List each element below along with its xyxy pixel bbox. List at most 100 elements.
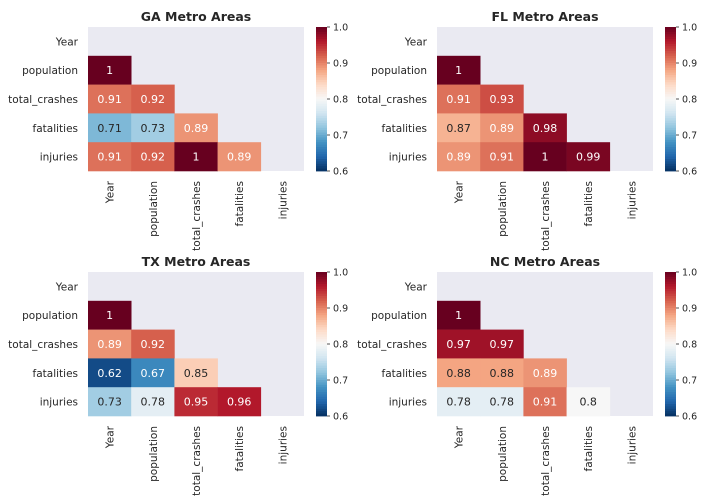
heatmap-cell <box>437 142 481 172</box>
colorbar-segment <box>665 89 676 93</box>
cell-value-label: 0.67 <box>141 367 166 380</box>
colorbar-segment <box>665 77 676 81</box>
colorbar-tick-label: 0.7 <box>682 376 697 387</box>
colorbar-segment <box>316 348 327 352</box>
heatmap-cell <box>480 113 524 143</box>
colorbar-segment <box>316 286 327 290</box>
cell-value-label: 1 <box>455 309 462 322</box>
colorbar-segment <box>665 147 676 150</box>
colorbar-segment <box>665 101 676 105</box>
y-tick-label: population <box>22 310 78 322</box>
colorbar-segment <box>665 344 676 347</box>
colorbar-segment <box>316 272 327 275</box>
colorbar-segment <box>665 404 676 407</box>
cell-value-label: 0.62 <box>97 367 122 380</box>
heatmap-cell <box>480 387 524 417</box>
colorbar-segment <box>665 320 676 323</box>
colorbar-segment <box>316 127 327 131</box>
colorbar-segment <box>316 341 327 345</box>
colorbar-segment <box>316 356 327 359</box>
cell-value-label: 0.78 <box>446 396 471 409</box>
colorbar-segment <box>665 303 676 306</box>
colorbar-segment <box>316 346 327 350</box>
colorbar-segment <box>316 303 327 306</box>
y-tick-label: total_crashes <box>357 339 427 351</box>
cell-value-label: 0.97 <box>490 338 515 351</box>
heatmap-cell <box>174 113 218 143</box>
colorbar-tick-label: 0.8 <box>333 95 348 106</box>
colorbar-segment <box>665 43 676 47</box>
colorbar-segment <box>316 358 327 362</box>
colorbar-segment <box>665 135 676 138</box>
heatmap-cell <box>437 84 481 114</box>
colorbar-segment <box>665 51 676 54</box>
cell-value-label: 0.96 <box>227 396 252 409</box>
colorbar-segment <box>665 161 676 165</box>
colorbar-segment <box>316 327 327 330</box>
colorbar-segment <box>316 77 327 81</box>
x-tick-label: Year <box>105 180 117 204</box>
colorbar-segment <box>316 67 327 71</box>
colorbar-segment <box>316 41 327 45</box>
heatmap-panel-4: NC Metro Areas 1 0.97 0.97 0.88 0.88 0.89 0.78 0… <box>357 254 697 496</box>
colorbar-tick-label: 0.8 <box>682 95 697 106</box>
colorbar-segment <box>316 382 327 386</box>
heatmap-cell <box>437 300 481 330</box>
colorbar-segment <box>665 60 676 64</box>
colorbar-segment <box>665 339 676 342</box>
colorbar-segment <box>665 142 676 145</box>
y-tick-label: fatalities <box>33 123 78 135</box>
colorbar-segment <box>665 70 676 73</box>
colorbar-segment <box>316 166 327 169</box>
x-tick-label: injuries <box>277 426 289 464</box>
colorbar-segment <box>665 113 676 117</box>
colorbar-tick-label: 0.9 <box>333 59 348 70</box>
heatmap-cell <box>174 358 218 388</box>
colorbar-segment <box>316 406 327 410</box>
y-tick-label: total_crashes <box>8 94 78 106</box>
heatmap-cell <box>131 387 175 417</box>
colorbar-segment <box>665 365 676 369</box>
colorbar-tick-label: 0.8 <box>333 340 348 351</box>
colorbar-segment <box>316 377 327 381</box>
colorbar: 0.6 0.7 0.8 0.9 1.0 <box>316 23 348 178</box>
cell-value-label: 0.91 <box>97 151 122 164</box>
y-tick-label: fatalities <box>33 368 78 380</box>
y-tick-label: fatalities <box>382 123 427 135</box>
colorbar-segment <box>316 284 327 287</box>
x-tick-label: fatalities <box>234 181 246 226</box>
colorbar-segment <box>665 34 676 37</box>
heatmap-cell <box>480 329 524 359</box>
colorbar-segment <box>665 91 676 95</box>
colorbar-segment <box>665 156 676 160</box>
colorbar-segment <box>665 382 676 386</box>
heatmap-cell <box>480 358 524 388</box>
colorbar-segment <box>316 60 327 64</box>
colorbar-segment <box>665 380 676 383</box>
colorbar-segment <box>316 322 327 326</box>
colorbar-tick-label: 0.9 <box>682 59 697 70</box>
colorbar-segment <box>316 279 327 282</box>
colorbar-tick-label: 0.6 <box>333 167 348 178</box>
cell-value-label: 1 <box>193 151 200 164</box>
x-tick-label: population <box>148 181 160 237</box>
colorbar-segment <box>316 161 327 165</box>
colorbar-segment <box>316 149 327 153</box>
colorbar-segment <box>316 111 327 114</box>
colorbar: 0.6 0.7 0.8 0.9 1.0 <box>665 23 697 178</box>
colorbar-segment <box>316 103 327 107</box>
y-tick-label: population <box>371 310 427 322</box>
colorbar-segment <box>665 272 676 275</box>
colorbar-segment <box>665 82 676 85</box>
colorbar-segment <box>665 137 676 141</box>
colorbar-segment <box>665 334 676 338</box>
cell-value-label: 0.8 <box>579 396 597 409</box>
colorbar-segment <box>316 46 327 49</box>
y-tick-label: population <box>22 65 78 77</box>
y-tick-label: Year <box>404 281 428 293</box>
colorbar-segment <box>316 334 327 338</box>
colorbar-segment <box>665 94 676 97</box>
colorbar-segment <box>316 65 327 69</box>
colorbar-segment <box>316 72 327 76</box>
